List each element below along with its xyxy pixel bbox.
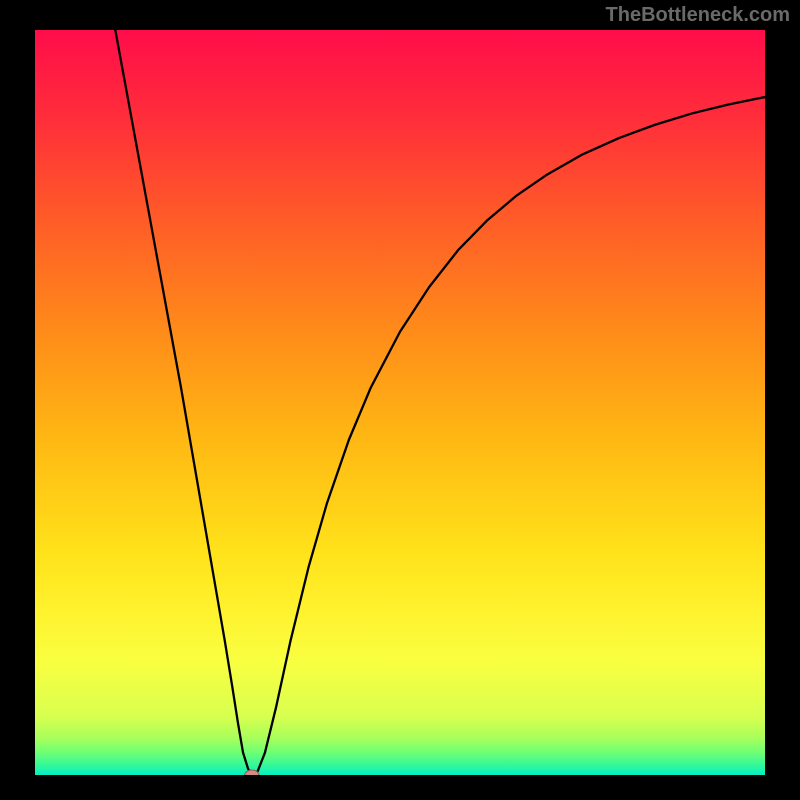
chart-svg: [35, 30, 765, 775]
chart-container: TheBottleneck.com: [0, 0, 800, 800]
plot-area: [35, 30, 765, 775]
gradient-background: [35, 30, 765, 775]
attribution-label: TheBottleneck.com: [606, 4, 790, 27]
